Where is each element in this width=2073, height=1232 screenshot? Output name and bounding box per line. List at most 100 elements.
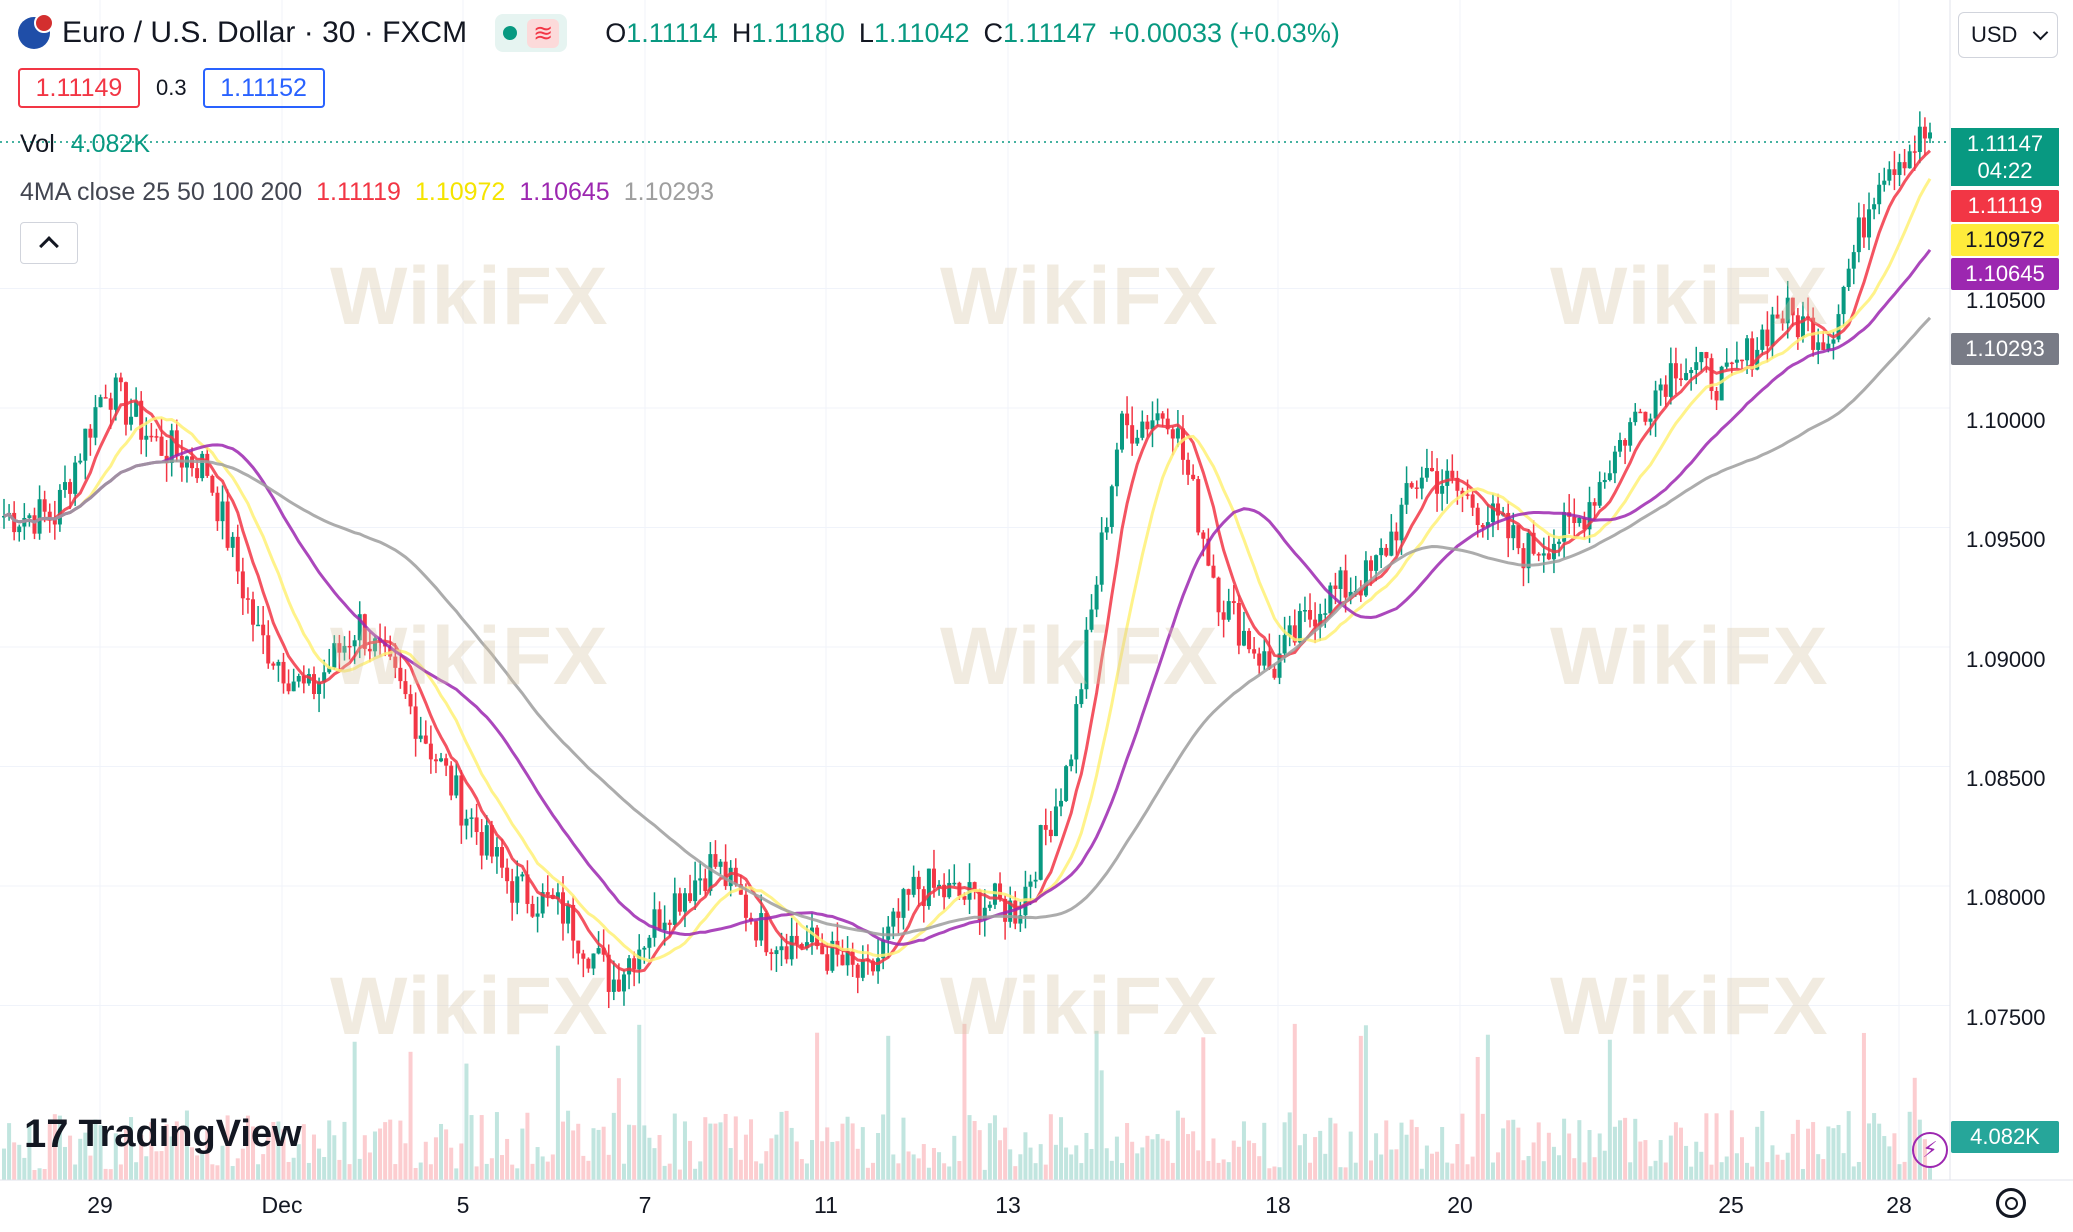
volume-bar xyxy=(42,1168,47,1180)
volume-bar xyxy=(1252,1143,1257,1180)
volume-bar xyxy=(998,1140,1003,1180)
candle-body xyxy=(688,893,693,902)
candle-body xyxy=(1216,577,1221,613)
volume-bar xyxy=(1729,1110,1734,1180)
candle-body xyxy=(962,896,967,900)
candle-body xyxy=(500,847,505,868)
volume-bar xyxy=(865,1167,870,1180)
candle-body xyxy=(1043,825,1048,830)
gear-icon[interactable] xyxy=(1996,1188,2026,1218)
candle-body xyxy=(845,951,850,966)
volume-bar xyxy=(266,1130,271,1180)
volume-bar xyxy=(1419,1168,1424,1180)
volume-bar xyxy=(200,1153,205,1180)
volume-bar xyxy=(479,1115,484,1180)
candle-body xyxy=(881,939,886,959)
candle-body xyxy=(444,758,449,766)
candle-body xyxy=(901,889,906,918)
volume-bar xyxy=(1750,1166,1755,1180)
ma-label[interactable]: 4MA close 25 50 100 200 xyxy=(20,178,303,206)
candle-body xyxy=(581,953,586,959)
candle-body xyxy=(225,501,230,548)
volume-bar xyxy=(1231,1140,1236,1180)
time-tick: 25 xyxy=(1718,1192,1744,1218)
candle-body xyxy=(1297,611,1302,643)
candle-body xyxy=(1048,829,1053,837)
volume-bar xyxy=(367,1152,372,1180)
candle-body xyxy=(611,979,616,992)
sell-button[interactable]: 1.11149 xyxy=(18,68,140,108)
candle-body xyxy=(1678,378,1683,380)
candle-body xyxy=(93,407,98,438)
candle-body xyxy=(926,868,931,907)
candle-body xyxy=(230,536,235,548)
volume-bar xyxy=(815,1032,820,1180)
volume-bar xyxy=(1150,1139,1155,1180)
volume-bar xyxy=(12,1142,17,1180)
candle-body xyxy=(911,876,916,895)
candle-body xyxy=(728,867,733,887)
candle-body xyxy=(789,935,794,960)
volume-bar xyxy=(98,1125,103,1180)
candle-body xyxy=(804,942,809,948)
candle-body xyxy=(652,909,657,938)
candle-body xyxy=(433,759,438,762)
price-tick: 1.08500 xyxy=(1966,766,2046,791)
volume-bar xyxy=(291,1157,296,1180)
volume-bar xyxy=(439,1123,444,1180)
volume-bar xyxy=(601,1126,606,1180)
candle-body xyxy=(347,645,352,648)
candle-body xyxy=(774,950,779,955)
candle-body xyxy=(413,706,418,739)
candle-body xyxy=(1780,318,1785,324)
volume-bar xyxy=(698,1161,703,1180)
candle-body xyxy=(220,501,225,522)
candle-body xyxy=(1130,425,1135,444)
volume-bar xyxy=(799,1159,804,1180)
currency-select[interactable]: USD xyxy=(1958,12,2058,58)
volume-bar xyxy=(652,1148,657,1180)
volume-bar xyxy=(627,1124,632,1180)
volume-bar xyxy=(484,1163,489,1180)
volume-bar xyxy=(1013,1166,1018,1180)
candle-body xyxy=(1429,467,1434,472)
market-status-icon[interactable]: ≋ xyxy=(495,14,568,52)
volume-bar xyxy=(398,1120,403,1180)
lightning-icon[interactable]: ⚡ xyxy=(1912,1132,1948,1168)
candle-body xyxy=(1856,217,1861,253)
collapse-legend-button[interactable] xyxy=(20,222,78,264)
candlesticks xyxy=(2,111,1932,1009)
volume-bar xyxy=(1272,1166,1277,1180)
volume-bar xyxy=(1155,1134,1160,1180)
volume-bar xyxy=(1714,1113,1719,1180)
tv-logo-icon: 17 xyxy=(24,1112,69,1156)
candle-body xyxy=(1496,503,1501,516)
candle-body xyxy=(1003,898,1008,922)
candle-body xyxy=(352,640,357,647)
candle-body xyxy=(418,735,423,739)
candle-body xyxy=(464,818,469,826)
volume-bar xyxy=(469,1115,474,1180)
volume-bar xyxy=(789,1127,794,1180)
candle-body xyxy=(1800,316,1805,338)
volume-bar xyxy=(1526,1156,1531,1180)
candle-body xyxy=(982,907,987,921)
volume-bar xyxy=(2,1148,6,1180)
candle-body xyxy=(393,656,398,668)
candle-body xyxy=(449,765,454,796)
candle-body xyxy=(301,675,306,684)
candle-body xyxy=(1704,352,1709,359)
volume-bar xyxy=(57,1115,62,1180)
candle-body xyxy=(1369,560,1374,571)
candle-body xyxy=(682,893,687,912)
volume-bar xyxy=(444,1129,449,1180)
candle-body xyxy=(1257,653,1262,666)
candle-body xyxy=(1165,418,1170,430)
candle-body xyxy=(195,468,200,479)
volume-bar xyxy=(1658,1140,1663,1180)
candle-body xyxy=(1689,369,1694,374)
candle-body xyxy=(469,817,474,819)
buy-button[interactable]: 1.11152 xyxy=(202,68,325,108)
symbol-title[interactable]: Euro / U.S. Dollar · 30 · FXCM xyxy=(62,16,468,49)
